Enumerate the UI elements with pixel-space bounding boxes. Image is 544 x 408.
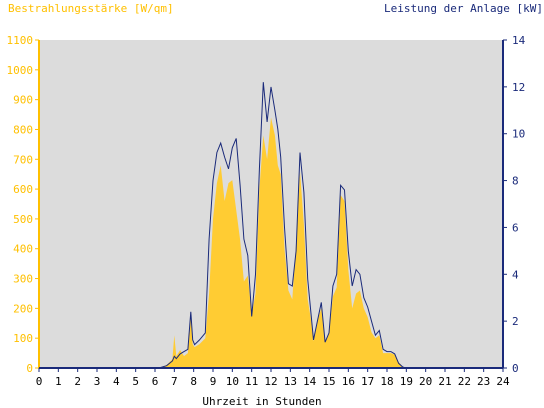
irradiance-area <box>39 117 503 368</box>
x-tick-label: 2 <box>74 375 81 388</box>
left-tick-label: 500 <box>13 213 33 226</box>
right-tick-label: 2 <box>512 315 519 328</box>
left-tick-label: 600 <box>13 183 33 196</box>
right-tick-label: 6 <box>512 221 519 234</box>
x-tick-label: 7 <box>171 375 178 388</box>
x-tick-label: 22 <box>458 375 471 388</box>
x-tick-label: 17 <box>361 375 374 388</box>
right-axis-ticks: 0 2 4 6 8 10 12 14 <box>503 34 526 375</box>
left-axis-ticks: 0 100 200 300 400 500 600 700 800 900 1000 1100 <box>7 34 39 375</box>
left-tick-label: 700 <box>13 153 33 166</box>
left-axis-title: Bestrahlungsstärke [W/qm] <box>8 2 174 15</box>
right-tick-label: 0 <box>512 362 519 375</box>
right-axis-title: Leistung der Anlage [kW] <box>384 2 543 15</box>
x-tick-label: 12 <box>264 375 277 388</box>
left-tick-label: 300 <box>13 273 33 286</box>
x-tick-label: 3 <box>94 375 101 388</box>
x-tick-label: 19 <box>400 375 413 388</box>
left-tick-label: 900 <box>13 94 33 107</box>
x-tick-label: 14 <box>303 375 317 388</box>
x-tick-label: 4 <box>113 375 120 388</box>
right-tick-label: 8 <box>512 175 519 188</box>
power-line <box>39 82 503 369</box>
x-tick-label: 1 <box>55 375 62 388</box>
x-tick-label: 24 <box>496 375 510 388</box>
x-tick-label: 21 <box>438 375 451 388</box>
x-tick-label: 15 <box>322 375 335 388</box>
x-tick-label: 5 <box>132 375 139 388</box>
right-tick-label: 10 <box>512 128 525 141</box>
left-tick-label: 1000 <box>7 64 34 77</box>
left-tick-label: 100 <box>13 332 33 345</box>
right-tick-label: 12 <box>512 81 525 94</box>
right-tick-label: 4 <box>512 268 519 281</box>
right-tick-label: 14 <box>512 34 526 47</box>
x-tick-label: 16 <box>342 375 355 388</box>
left-tick-label: 800 <box>13 123 33 136</box>
x-tick-label: 23 <box>477 375 490 388</box>
x-tick-label: 6 <box>152 375 159 388</box>
left-tick-label: 200 <box>13 302 33 315</box>
x-tick-label: 0 <box>36 375 43 388</box>
x-tick-label: 20 <box>419 375 432 388</box>
x-tick-label: 8 <box>190 375 197 388</box>
x-tick-label: 10 <box>226 375 239 388</box>
left-tick-label: 1100 <box>7 34 34 47</box>
x-tick-label: 13 <box>284 375 297 388</box>
x-axis-title: Uhrzeit in Stunden <box>202 395 321 408</box>
x-axis-ticks: 0 1 2 3 4 5 6 7 8 9 10 11 12 13 14 15 16 17 18 19 20 21 22 23 24 <box>36 368 510 388</box>
left-tick-label: 0 <box>26 362 33 375</box>
x-tick-label: 11 <box>245 375 258 388</box>
x-tick-label: 18 <box>380 375 393 388</box>
x-tick-label: 9 <box>210 375 217 388</box>
left-tick-label: 400 <box>13 243 33 256</box>
